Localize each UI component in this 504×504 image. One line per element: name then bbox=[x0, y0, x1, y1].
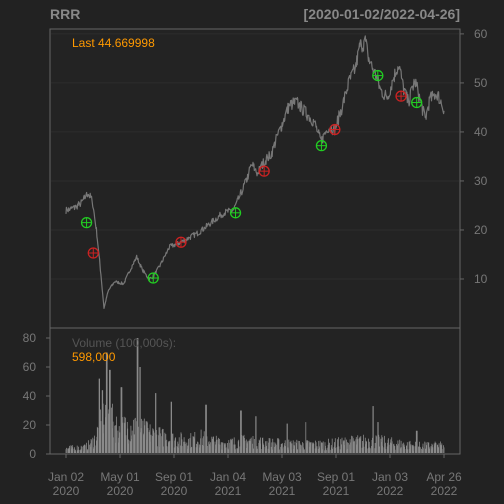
volume-value-label: 598,000 bbox=[72, 350, 116, 364]
volume-bars bbox=[65, 338, 445, 453]
time-tick-label: Sep 01 bbox=[317, 470, 355, 484]
price-tick-label: 10 bbox=[474, 272, 488, 286]
price-tick-label: 50 bbox=[474, 76, 488, 90]
time-tick-year: 2022 bbox=[377, 484, 404, 498]
time-tick-label: Jan 02 bbox=[48, 470, 84, 484]
sell-marker bbox=[329, 123, 341, 136]
buy-marker bbox=[147, 272, 159, 284]
time-tick-year: 2020 bbox=[53, 484, 80, 498]
volume-tick-label: 0 bbox=[29, 447, 36, 461]
volume-tick-label: 40 bbox=[23, 389, 37, 403]
time-tick-year: 2021 bbox=[323, 484, 350, 498]
volume-title-label: Volume (100,000s): bbox=[72, 336, 176, 350]
price-axis: 10 20 30 40 50 60 bbox=[460, 27, 488, 286]
volume-panel bbox=[49, 327, 461, 455]
price-tick-label: 20 bbox=[474, 223, 488, 237]
volume-tick-label: 80 bbox=[23, 331, 37, 345]
price-tick-label: 40 bbox=[474, 125, 488, 139]
volume-axis: 0 20 40 60 80 bbox=[23, 331, 50, 461]
time-tick-label: Apr 26 bbox=[426, 470, 462, 484]
time-tick-year: 2020 bbox=[107, 484, 134, 498]
time-tick-label: May 01 bbox=[100, 470, 140, 484]
sell-marker bbox=[258, 165, 270, 177]
price-tick-label: 30 bbox=[474, 174, 488, 188]
date-range-label: [2020-01-02/2022-04-26] bbox=[304, 6, 460, 22]
sell-marker bbox=[395, 90, 407, 102]
price-gridlines bbox=[51, 33, 459, 280]
time-tick-year: 2020 bbox=[161, 484, 188, 498]
time-tick-label: Sep 01 bbox=[155, 470, 193, 484]
time-tick-year: 2021 bbox=[215, 484, 242, 498]
price-series-line bbox=[65, 35, 445, 309]
sell-marker bbox=[87, 247, 99, 259]
trade-markers bbox=[80, 69, 423, 284]
time-tick-label: Jan 04 bbox=[210, 470, 246, 484]
buy-marker bbox=[411, 96, 423, 109]
time-tick-label: Jan 03 bbox=[372, 470, 408, 484]
time-tick-year: 2022 bbox=[431, 484, 458, 498]
buy-marker bbox=[229, 207, 242, 219]
volume-tick-label: 20 bbox=[23, 418, 37, 432]
volume-tick-label: 60 bbox=[23, 360, 37, 374]
chart-title: RRR bbox=[50, 6, 80, 22]
time-tick-year: 2021 bbox=[269, 484, 296, 498]
buy-marker bbox=[372, 69, 384, 82]
buy-marker bbox=[80, 216, 93, 229]
last-price-label: Last 44.669998 bbox=[72, 36, 155, 50]
sell-marker bbox=[175, 236, 187, 248]
price-panel bbox=[49, 28, 461, 329]
time-tick-label: May 03 bbox=[262, 470, 302, 484]
buy-marker bbox=[315, 140, 328, 152]
price-tick-label: 60 bbox=[474, 27, 488, 41]
